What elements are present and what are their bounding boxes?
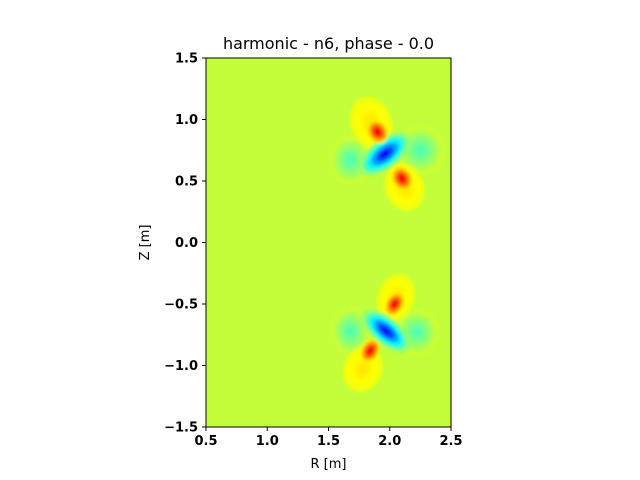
- contour-level: [368, 348, 372, 353]
- x-tick-label: 0.5: [194, 434, 217, 449]
- structure-lower: [330, 273, 439, 393]
- contour-level: [393, 302, 397, 306]
- x-tick-label: 1.5: [317, 434, 340, 449]
- y-tick-label: −1.0: [164, 359, 198, 374]
- y-tick-label: 0.5: [175, 175, 198, 190]
- structure-upper: [329, 96, 445, 212]
- plot-background: [206, 58, 451, 427]
- field-contours: [329, 96, 445, 393]
- contour-level: [375, 129, 380, 134]
- chart-title: harmonic - n6, phase - 0.0: [223, 34, 434, 53]
- y-axis: −1.5 −1.0 −0.5 0.0 0.5 1.0 1.5: [164, 52, 206, 436]
- x-axis-label: R [m]: [311, 457, 347, 472]
- y-tick-label: 1.0: [175, 113, 198, 128]
- y-tick-label: −0.5: [164, 298, 198, 313]
- contour-level: [413, 328, 421, 337]
- contour-level: [400, 176, 404, 181]
- contour-level: [347, 155, 355, 165]
- y-axis-label: Z [m]: [138, 225, 153, 261]
- x-axis: 0.5 1.0 1.5 2.0 2.5: [194, 427, 463, 449]
- y-tick-label: 0.0: [175, 236, 198, 251]
- contour-level: [359, 365, 367, 374]
- contour-level: [347, 326, 354, 336]
- contour-level: [416, 146, 425, 155]
- contour-level: [380, 150, 390, 158]
- y-tick-label: −1.5: [164, 421, 198, 436]
- x-tick-label: 1.0: [256, 434, 279, 449]
- x-tick-label: 2.0: [378, 434, 401, 449]
- x-tick-label: 2.5: [439, 434, 462, 449]
- y-tick-label: 1.5: [175, 52, 198, 67]
- contour-level: [382, 327, 391, 335]
